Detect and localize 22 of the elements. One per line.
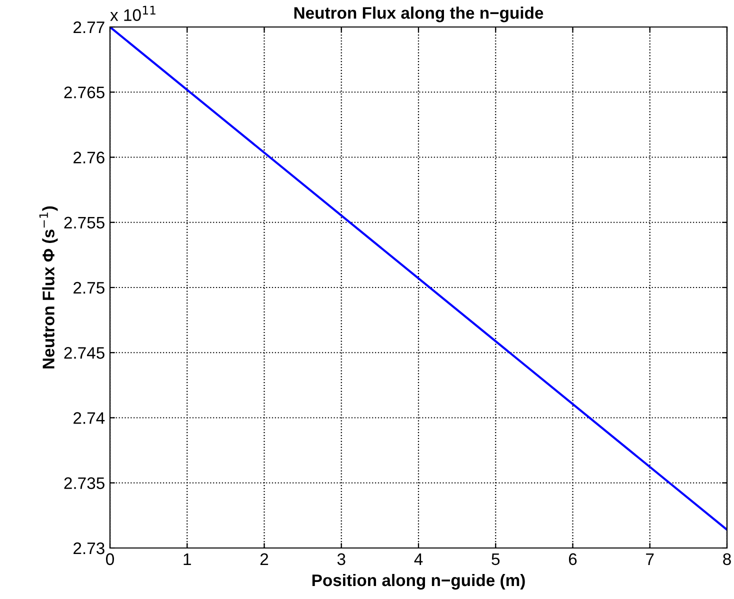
x-tick-label: 6 [568, 553, 577, 566]
y-tick-label: 2.765 [64, 86, 104, 98]
x-tick-label: 3 [337, 553, 346, 566]
x-tick-label: 8 [723, 553, 731, 566]
text: x 10$^{11}$ [110, 6, 156, 21]
x-axis-title: Position along n−guide (m) [312, 574, 525, 590]
x-tick-label: 2 [260, 553, 268, 565]
x-tick-label: 1 [184, 553, 191, 565]
y-axis-title: Neutron Flux Φ (s$^{−1}$) [39, 206, 58, 368]
y-tick-label: 2.74 [74, 412, 105, 424]
chart-title: Neutron Flux along the n−guide [294, 6, 544, 22]
y-tick-label: 2.75 [74, 282, 104, 294]
x-tick-label: 0 [106, 553, 114, 566]
y-tick-label: 2.755 [64, 216, 104, 229]
y-tick-label: 2.76 [74, 152, 104, 164]
y-tick-label: 2.745 [64, 347, 104, 359]
y-tick-label: 2.735 [64, 477, 104, 490]
x-tick-label: 5 [492, 553, 500, 566]
x-tick-label: 4 [414, 553, 423, 565]
y-tick-label: 2.77 [74, 21, 104, 34]
x-tick-label: 7 [646, 553, 654, 565]
y-tick-label: 2.73 [74, 542, 104, 554]
